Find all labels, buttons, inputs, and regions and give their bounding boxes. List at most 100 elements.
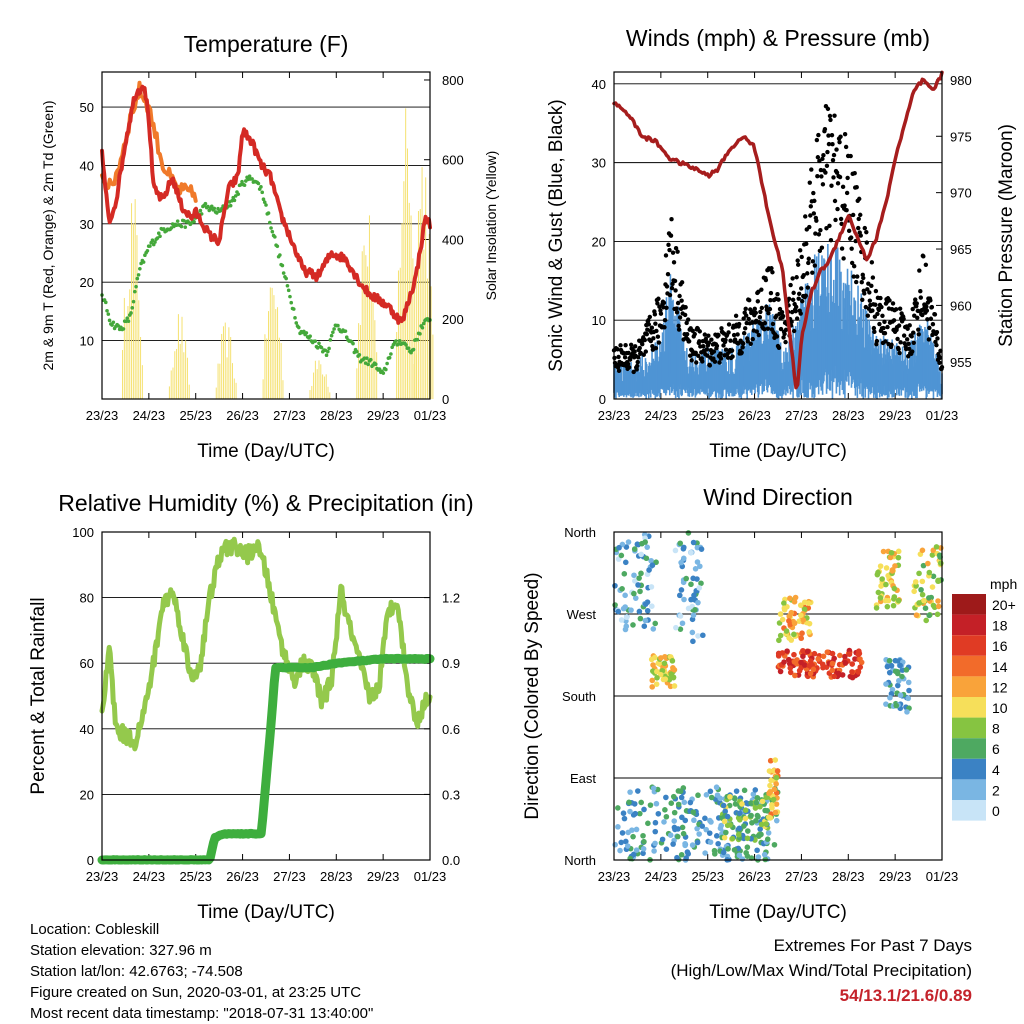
- direction-point: [633, 847, 640, 853]
- gust-point: [809, 167, 814, 172]
- direction-point: [741, 787, 748, 794]
- direction-point: [781, 659, 787, 665]
- direction-point: [784, 648, 790, 654]
- direction-point: [846, 651, 853, 657]
- gust-point: [674, 310, 680, 315]
- gust-point: [716, 333, 721, 338]
- gust-point: [901, 333, 907, 338]
- direction-point: [905, 679, 912, 686]
- gust-point: [656, 296, 661, 301]
- gust-point: [830, 142, 835, 147]
- direction-point: [674, 833, 681, 840]
- direction-point: [621, 571, 628, 577]
- direction-point: [667, 832, 674, 838]
- direction-point: [791, 620, 798, 627]
- direction-point: [649, 562, 656, 569]
- gust-point: [916, 332, 921, 337]
- direction-point: [622, 592, 628, 599]
- dewpoint-point: [284, 276, 288, 281]
- gust-point: [834, 170, 840, 175]
- direction-point: [800, 653, 806, 660]
- dewpoint-point: [228, 203, 233, 208]
- dewpoint-point: [280, 263, 285, 268]
- x-axis-label: Time (Day/UTC): [197, 902, 335, 923]
- dewpoint-point: [259, 185, 263, 189]
- gust-point: [776, 297, 781, 302]
- direction-point: [707, 788, 714, 795]
- direction-point: [653, 800, 660, 807]
- gust-point: [846, 228, 852, 234]
- direction-point: [654, 668, 660, 675]
- gust-point: [834, 147, 839, 152]
- gust-point: [906, 341, 911, 347]
- y2-tick-label: 975: [950, 129, 972, 144]
- gust-point: [799, 254, 804, 260]
- dewpoint-point: [126, 319, 131, 324]
- direction-point: [635, 788, 641, 794]
- gust-point: [926, 337, 932, 342]
- dewpoint-point: [136, 273, 141, 277]
- x-tick-label: 24/23: [133, 869, 166, 884]
- direction-point: [905, 695, 912, 702]
- gust-point: [827, 223, 832, 228]
- gust-point: [693, 350, 698, 355]
- direction-point: [748, 855, 755, 861]
- gust-point: [658, 308, 663, 313]
- direction-point: [652, 620, 659, 627]
- dewpoint-point: [107, 318, 112, 323]
- direction-point: [691, 817, 697, 824]
- direction-point: [798, 659, 804, 666]
- direction-point: [723, 829, 729, 836]
- dewpoint-point: [138, 266, 142, 271]
- gust-point: [762, 327, 767, 332]
- colorbar-swatch: [952, 594, 986, 615]
- direction-point: [771, 841, 778, 848]
- gust-point: [842, 203, 847, 208]
- direction-point: [919, 547, 926, 554]
- direction-point: [642, 535, 648, 541]
- direction-point: [796, 667, 803, 674]
- direction-point: [721, 818, 728, 825]
- gust-point: [874, 338, 880, 344]
- direction-point: [641, 623, 648, 630]
- gust-point: [672, 278, 678, 284]
- direction-point: [700, 632, 706, 639]
- gust-point: [706, 333, 711, 338]
- extremes-box: Extremes For Past 7 Days (High/Low/Max W…: [671, 933, 972, 1008]
- x-tick-label: 25/23: [691, 408, 724, 423]
- dewpoint-point: [357, 352, 362, 357]
- gust-point: [685, 317, 691, 322]
- gust-point: [840, 184, 846, 190]
- dewpoint-point: [332, 327, 336, 331]
- gust-point: [822, 126, 828, 132]
- gust-point: [932, 312, 938, 317]
- gust-point: [845, 175, 850, 181]
- gust-point: [686, 339, 692, 344]
- direction-point: [649, 603, 655, 610]
- y-tick-label: 20: [80, 275, 94, 290]
- direction-point: [800, 617, 807, 623]
- direction-point: [662, 807, 668, 813]
- dewpoint-point: [365, 356, 369, 361]
- gust-point: [817, 248, 823, 253]
- y-axis-label: Sonic Wind & Gust (Blue, Black): [546, 99, 567, 371]
- gust-point: [755, 299, 761, 304]
- direction-point: [688, 581, 694, 588]
- colorbar-label: 6: [992, 741, 1000, 757]
- direction-point: [629, 827, 635, 833]
- direction-point: [770, 796, 777, 803]
- direction-point: [627, 808, 633, 815]
- gust-point: [920, 312, 925, 318]
- gust-point: [668, 233, 674, 238]
- gust-point: [676, 323, 681, 329]
- x-tick-label: 29/23: [367, 869, 400, 884]
- gust-point: [744, 313, 749, 318]
- gust-point: [674, 306, 679, 311]
- direction-point: [824, 649, 831, 655]
- gust-point: [732, 337, 738, 342]
- gust-point: [756, 289, 761, 295]
- gust-point: [626, 350, 631, 356]
- gust-point: [819, 174, 824, 179]
- direction-point: [899, 667, 906, 673]
- gust-point: [793, 304, 799, 310]
